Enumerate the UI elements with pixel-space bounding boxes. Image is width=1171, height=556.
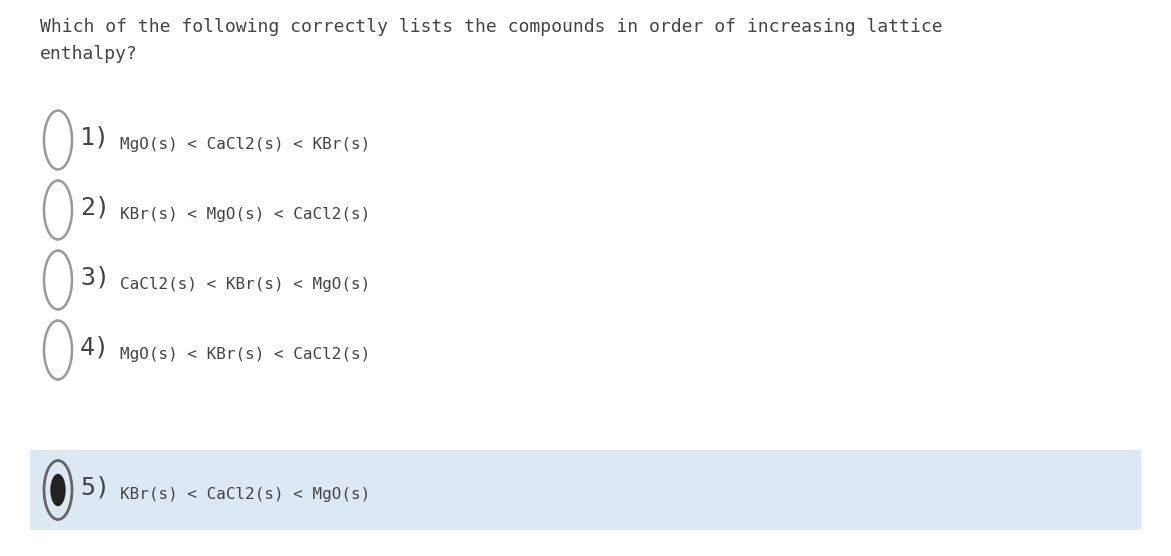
Text: Which of the following correctly lists the compounds in order of increasing latt: Which of the following correctly lists t…: [40, 18, 943, 36]
Text: MgO(s) < CaCl2(s) < KBr(s): MgO(s) < CaCl2(s) < KBr(s): [119, 137, 370, 152]
Text: 1): 1): [80, 126, 110, 150]
Text: CaCl2(s) < KBr(s) < MgO(s): CaCl2(s) < KBr(s) < MgO(s): [119, 277, 370, 292]
Text: KBr(s) < MgO(s) < CaCl2(s): KBr(s) < MgO(s) < CaCl2(s): [119, 207, 370, 222]
Text: 2): 2): [80, 196, 110, 220]
Text: MgO(s) < KBr(s) < CaCl2(s): MgO(s) < KBr(s) < CaCl2(s): [119, 348, 370, 363]
Text: enthalpy?: enthalpy?: [40, 45, 138, 63]
FancyBboxPatch shape: [30, 450, 1141, 530]
Text: KBr(s) < CaCl2(s) < MgO(s): KBr(s) < CaCl2(s) < MgO(s): [119, 488, 370, 503]
Text: 5): 5): [80, 476, 110, 500]
Text: 3): 3): [80, 266, 110, 290]
Ellipse shape: [50, 474, 66, 506]
Text: 4): 4): [80, 336, 110, 360]
